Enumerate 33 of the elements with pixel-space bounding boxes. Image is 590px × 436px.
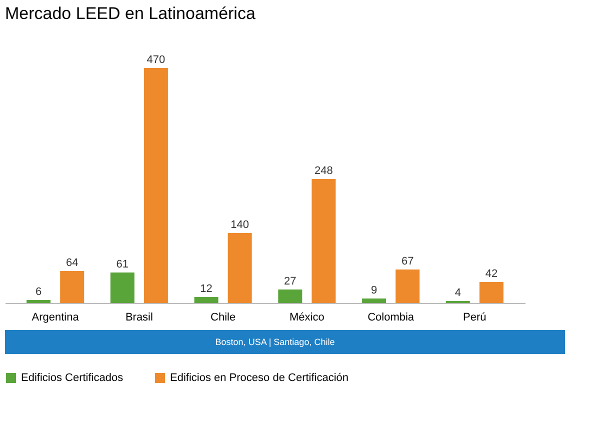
bar (144, 68, 168, 303)
data-label: 27 (284, 276, 296, 288)
x-tick-label: Chile (210, 312, 236, 324)
legend-label: Edificios en Proceso de Certificación (170, 372, 349, 384)
bar (60, 271, 84, 303)
x-tick-label: Argentina (32, 312, 80, 324)
bar (479, 282, 504, 303)
x-tick-label: Perú (463, 312, 486, 324)
bar (110, 272, 134, 303)
x-tick-label: Brasil (125, 312, 153, 324)
data-label: 4 (454, 287, 461, 299)
bar (228, 233, 252, 303)
data-label: 6 (35, 286, 42, 298)
data-label: 42 (485, 268, 498, 280)
bar (362, 298, 386, 303)
bar (194, 297, 218, 303)
data-label: 9 (370, 284, 378, 296)
data-label: 67 (401, 256, 414, 268)
bar (312, 179, 336, 303)
x-tick-label: México (290, 312, 324, 324)
data-label: 61 (116, 258, 129, 270)
legend-label: Edificios Certificados (21, 372, 124, 384)
x-tick-label: Colombia (368, 312, 415, 324)
data-label: 12 (200, 283, 212, 295)
bar (396, 270, 420, 303)
data-label: 140 (230, 219, 250, 231)
bar (278, 290, 302, 303)
data-label: 470 (146, 54, 166, 66)
data-label: 64 (66, 257, 78, 269)
text: Boston, USA | Santiago, Chile (215, 337, 335, 347)
chart-title: Mercado LEED en Latinoamérica (5, 4, 256, 23)
data-label: 248 (314, 165, 333, 177)
bar (26, 300, 51, 303)
